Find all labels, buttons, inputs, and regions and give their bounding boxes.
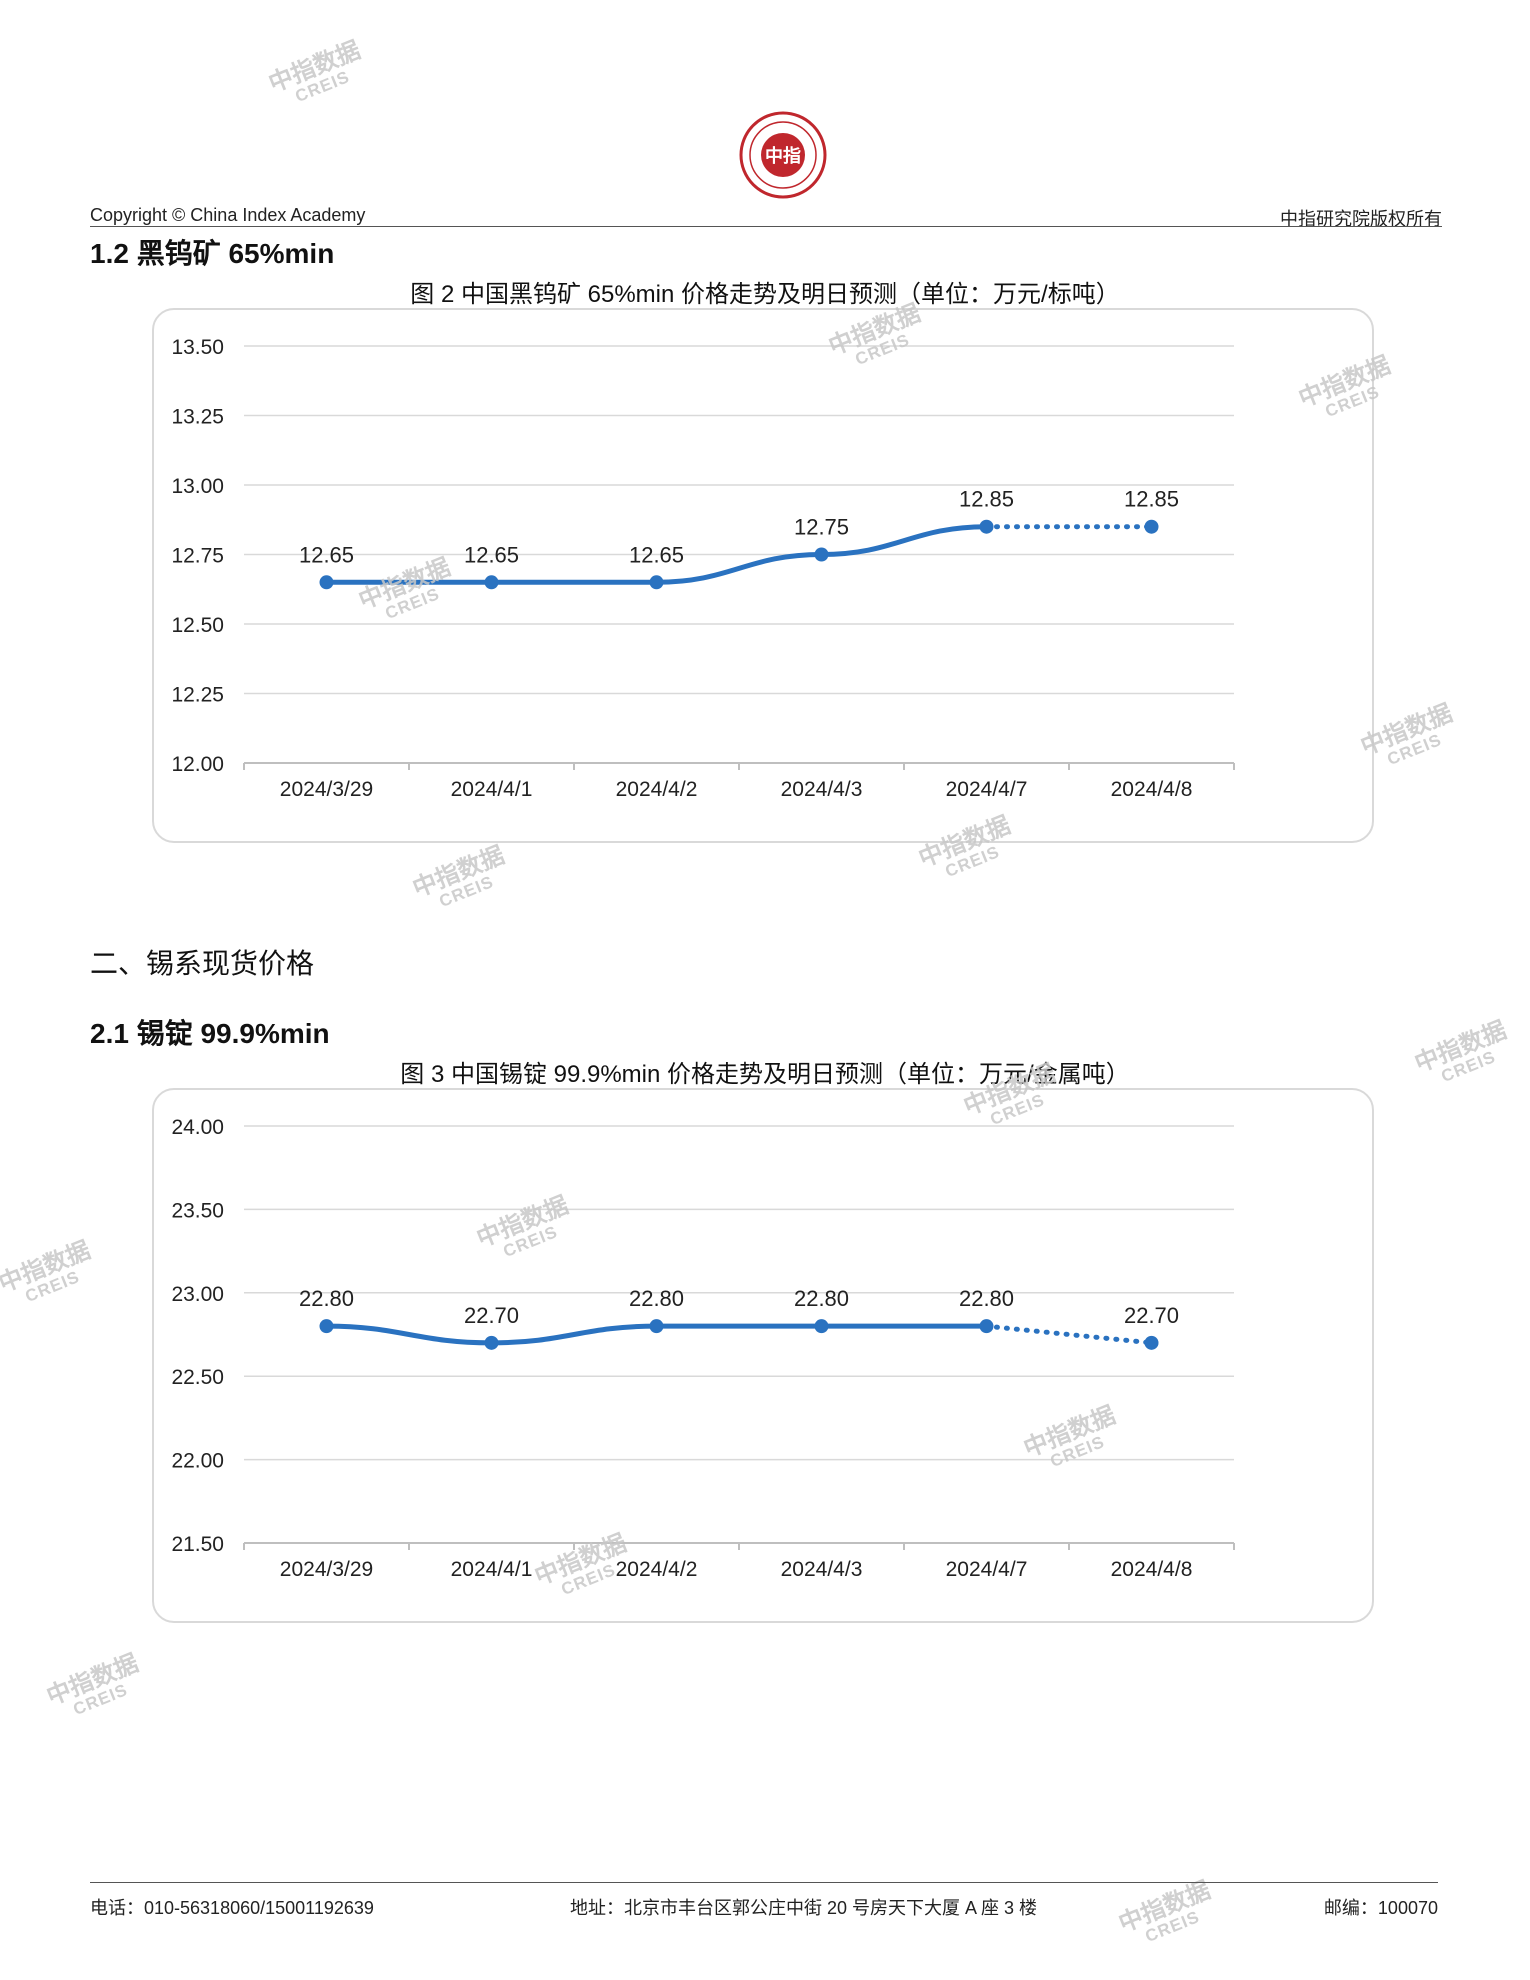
- y-tick-label: 22.50: [171, 1366, 224, 1389]
- y-tick-label: 23.50: [171, 1199, 224, 1222]
- x-tick-label: 2024/4/3: [781, 1558, 863, 1581]
- data-point: [1144, 519, 1159, 534]
- y-tick-label: 13.00: [171, 475, 224, 498]
- data-point: [484, 1335, 499, 1350]
- x-tick-label: 2024/4/1: [451, 778, 533, 801]
- y-tick-label: 13.25: [171, 406, 224, 429]
- data-label: 22.80: [629, 1286, 684, 1311]
- data-point: [649, 575, 664, 590]
- y-tick-label: 22.00: [171, 1450, 224, 1473]
- data-point: [319, 1319, 334, 1334]
- section-2-title: 二、锡系现货价格: [90, 948, 315, 979]
- y-tick-label: 12.50: [171, 614, 224, 637]
- chart-3-title: 图 3 中国锡锭 99.9%min 价格走势及明日预测（单位：万元/金属吨）: [400, 1061, 1130, 1088]
- data-label: 22.70: [1124, 1303, 1179, 1328]
- data-point: [814, 547, 829, 562]
- rights-text: 中指研究院版权所有: [1280, 209, 1442, 229]
- watermark: 中指数据 CREIS: [0, 1236, 95, 1307]
- copyright-text: Copyright © China Index Academy: [90, 205, 366, 225]
- y-tick-label: 12.00: [171, 753, 224, 776]
- chart-2-frame: [152, 308, 1374, 843]
- data-label: 12.85: [959, 487, 1014, 512]
- watermark: 中指数据 CREIS: [409, 841, 509, 912]
- x-tick-label: 2024/4/7: [946, 778, 1028, 801]
- data-label: 22.70: [464, 1303, 519, 1328]
- data-label: 12.65: [629, 542, 684, 567]
- watermark: 中指数据 CREIS: [43, 1649, 143, 1720]
- data-point: [814, 1319, 829, 1334]
- x-tick-label: 2024/4/2: [616, 1558, 698, 1581]
- data-point: [979, 519, 994, 534]
- x-tick-label: 2024/4/8: [1111, 1558, 1193, 1581]
- data-point: [484, 575, 499, 590]
- footer-divider: [90, 1882, 1438, 1883]
- data-label: 22.80: [959, 1286, 1014, 1311]
- footer-address: 地址：北京市丰台区郭公庄中街 20 号房天下大厦 A 座 3 楼: [570, 1898, 1038, 1918]
- y-tick-label: 12.25: [171, 684, 224, 707]
- x-tick-label: 2024/3/29: [280, 1558, 373, 1581]
- data-label: 22.80: [794, 1286, 849, 1311]
- y-tick-label: 24.00: [171, 1116, 224, 1139]
- watermark: 中指数据 CREIS: [1115, 1876, 1215, 1947]
- chart-2-plot: 12.00 12.25 12.50 12.75 13.00 13.25 13.50 2024/…: [171, 336, 1235, 801]
- y-tick-label: 13.50: [171, 336, 224, 359]
- chart-2-title: 图 2 中国黑钨矿 65%min 价格走势及明日预测（单位：万元/标吨）: [410, 281, 1120, 308]
- y-tick-label: 21.50: [171, 1533, 224, 1556]
- x-tick-label: 2024/4/1: [451, 1558, 533, 1581]
- data-label: 12.85: [1124, 487, 1179, 512]
- data-label: 22.80: [299, 1286, 354, 1311]
- footer-postcode: 邮编：100070: [1323, 1898, 1438, 1918]
- data-label: 12.65: [299, 542, 354, 567]
- y-tick-label: 23.00: [171, 1283, 224, 1306]
- data-point: [1144, 1335, 1159, 1350]
- x-tick-label: 2024/4/2: [616, 778, 698, 801]
- chart-3-frame: [152, 1088, 1374, 1623]
- section-2-1-title: 2.1 锡锭 99.9%min: [90, 1018, 330, 1049]
- data-label: 12.65: [464, 542, 519, 567]
- header-divider: [90, 226, 1442, 227]
- section-1-2-title: 1.2 黑钨矿 65%min: [90, 238, 335, 269]
- watermark: 中指数据 CREIS: [265, 36, 365, 107]
- x-tick-label: 2024/4/8: [1111, 778, 1193, 801]
- data-label: 12.75: [794, 515, 849, 540]
- data-point: [319, 575, 334, 590]
- footer-phone: 电话：010-56318060/15001192639: [90, 1898, 374, 1918]
- x-tick-label: 2024/4/3: [781, 778, 863, 801]
- china-index-academy-logo: 中指: [739, 111, 827, 199]
- chart-3-plot: 21.50 22.00 22.50 23.00 23.50 24.00 2024/3/29 2…: [171, 1116, 1235, 1581]
- data-point: [979, 1319, 994, 1334]
- logo-mark-text: 中指: [765, 145, 801, 167]
- y-tick-label: 12.75: [171, 545, 224, 568]
- x-tick-label: 2024/3/29: [280, 778, 373, 801]
- forecast-line: [984, 1323, 1154, 1346]
- x-tick-label: 2024/4/7: [946, 1558, 1028, 1581]
- data-point: [649, 1319, 664, 1334]
